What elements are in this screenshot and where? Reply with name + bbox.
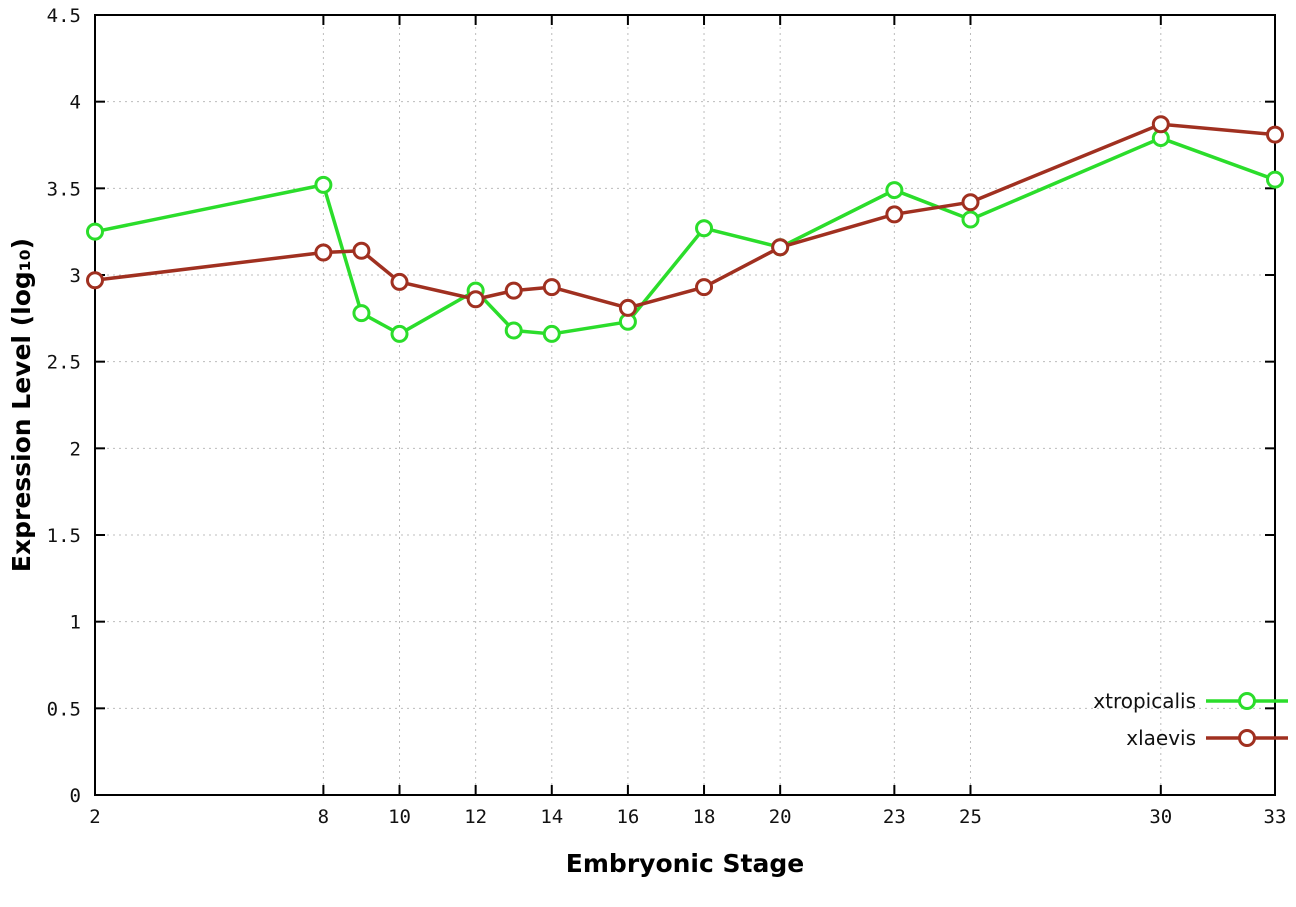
legend-sample-marker-xtropicalis — [1238, 692, 1256, 710]
data-point-xtropicalis — [504, 321, 523, 340]
legend-label-xlaevis: xlaevis — [1126, 726, 1196, 750]
data-point-xlaevis — [1266, 125, 1284, 144]
data-point-xlaevis — [466, 290, 485, 309]
data-point-xtropicalis — [542, 324, 561, 343]
x-tick-label: 16 — [616, 806, 639, 828]
x-tick-label: 33 — [1264, 806, 1287, 828]
data-point-xtropicalis — [86, 222, 104, 241]
data-point-xtropicalis — [885, 181, 904, 200]
data-point-xlaevis — [618, 298, 637, 317]
y-tick-label: 0.5 — [47, 698, 81, 720]
data-point-xlaevis — [542, 278, 561, 297]
axis-ticks — [94, 14, 1276, 796]
legend-sample-marker-xlaevis — [1238, 729, 1256, 747]
x-tick-label: 12 — [464, 806, 487, 828]
y-tick-label: 1 — [70, 612, 81, 634]
data-point-xtropicalis — [1266, 170, 1284, 189]
y-tick-labels: 0 0.5 1 1.5 2 2.5 3 3.5 4 4.5 — [47, 5, 81, 807]
x-tick-label: 8 — [318, 806, 329, 828]
data-point-xtropicalis — [314, 175, 333, 194]
data-point-xlaevis — [771, 238, 790, 257]
x-tick-label: 18 — [693, 806, 716, 828]
x-tick-label: 23 — [883, 806, 906, 828]
data-point-xtropicalis — [961, 210, 980, 229]
series-lines — [86, 115, 1284, 343]
y-tick-label: 0 — [70, 785, 81, 807]
legend: xtropicalis xlaevis — [1093, 689, 1288, 750]
data-point-xtropicalis — [390, 324, 409, 343]
y-axis-label: Expression Level (log₁₀) — [7, 238, 36, 572]
y-tick-label: 4.5 — [47, 5, 81, 27]
y-tick-label: 2 — [70, 438, 81, 460]
x-tick-label: 14 — [540, 806, 563, 828]
x-tick-label: 2 — [89, 806, 100, 828]
y-tick-label: 3.5 — [47, 178, 81, 200]
x-tick-labels: 2 8 10 12 14 16 18 20 23 25 30 33 — [89, 806, 1286, 828]
y-tick-label: 2.5 — [47, 352, 81, 374]
y-tick-label: 3 — [70, 265, 81, 287]
data-point-xlaevis — [352, 241, 371, 260]
legend-label-xtropicalis: xtropicalis — [1093, 689, 1196, 713]
x-axis-label: Embryonic Stage — [566, 849, 804, 878]
series-line-xtropicalis — [93, 136, 1277, 336]
x-tick-label: 10 — [388, 806, 411, 828]
data-point-xlaevis — [390, 272, 409, 291]
data-point-xlaevis — [1151, 115, 1170, 134]
data-point-xtropicalis — [695, 219, 714, 238]
x-tick-label: 30 — [1149, 806, 1172, 828]
data-point-xlaevis — [314, 243, 333, 262]
plot-border — [94, 14, 1276, 796]
data-point-xlaevis — [86, 271, 104, 290]
data-point-xlaevis — [885, 205, 904, 224]
legend-samples — [1206, 692, 1288, 747]
y-tick-label: 1.5 — [47, 525, 81, 547]
data-point-xtropicalis — [352, 304, 371, 323]
y-tick-label: 4 — [70, 92, 81, 114]
x-tick-label: 25 — [959, 806, 982, 828]
data-point-xlaevis — [504, 281, 523, 300]
x-tick-label: 20 — [769, 806, 792, 828]
data-point-xlaevis — [961, 193, 980, 212]
gridlines — [94, 14, 1276, 796]
data-point-xlaevis — [695, 278, 714, 297]
series-line-xlaevis — [93, 122, 1277, 310]
